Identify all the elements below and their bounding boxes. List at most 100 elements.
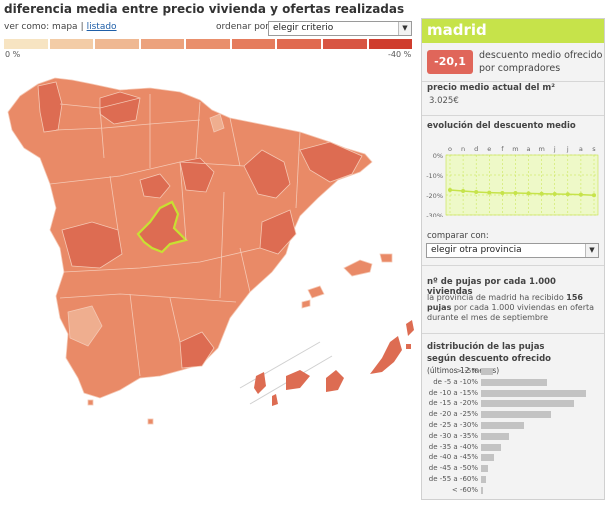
chart-y-tick: -10% xyxy=(426,172,443,180)
province-border xyxy=(129,293,141,377)
province-detail-panel: madrid -20,1 % descuento medio ofrecido … xyxy=(421,18,605,500)
province-border xyxy=(239,247,251,293)
province-border xyxy=(179,161,187,241)
chart-x-tick: j xyxy=(566,145,569,153)
distribution-bar xyxy=(481,486,483,494)
evolution-chart: 0%-10%-20%-30%o n d e f m a m j j a s xyxy=(426,145,599,217)
province-border xyxy=(169,297,181,343)
canary-inset-divider xyxy=(239,341,321,389)
view-separator: | xyxy=(80,22,84,32)
distribution-bar xyxy=(481,368,493,375)
distribution-row-label: de -15 a -20% xyxy=(428,399,478,408)
spain-provinces-map[interactable] xyxy=(0,58,418,500)
distribution-sublabel: (últimos 12 meses) xyxy=(427,366,500,375)
distribution-bar xyxy=(481,411,551,419)
province-border xyxy=(59,293,237,303)
chevron-down-icon[interactable]: ▼ xyxy=(398,22,411,35)
distribution-row: de -35 a -40% xyxy=(422,443,604,452)
distribution-row: de -45 a -50% xyxy=(422,464,604,473)
scale-swatch xyxy=(186,39,230,49)
province-border xyxy=(49,161,245,185)
scale-swatch xyxy=(49,39,94,49)
distribution-row: de -30 a -35% xyxy=(422,432,604,441)
distribution-label: distribución de las pujas según descuent… xyxy=(427,342,552,375)
chart-point xyxy=(487,190,492,195)
province-huelva[interactable] xyxy=(67,305,103,347)
chevron-down-icon[interactable]: ▼ xyxy=(585,244,598,257)
province-border xyxy=(55,119,201,131)
divider xyxy=(422,81,604,82)
scale-swatch xyxy=(95,39,139,49)
province-guipuzcoa[interactable] xyxy=(209,113,225,133)
province-caceres[interactable] xyxy=(61,221,123,269)
province-borders xyxy=(49,94,301,377)
distribution-row-label: de -20 a -25% xyxy=(428,410,478,419)
chart-y-tick: 0% xyxy=(433,152,443,160)
province-leon[interactable] xyxy=(99,91,141,125)
chart-y-tick: -30% xyxy=(426,212,443,217)
order-label: ordenar por: xyxy=(216,22,272,32)
scale-swatch xyxy=(231,39,276,49)
chart-point xyxy=(539,191,544,196)
compare-select[interactable]: elegir otra provincia ▼ xyxy=(426,243,599,258)
view-label: ver como: mapa | listado xyxy=(4,22,117,32)
province-madrid[interactable] xyxy=(136,200,189,254)
order-select[interactable]: elegir criterio ▼ xyxy=(268,21,412,36)
chart-x-tick: j xyxy=(553,145,556,153)
province-cataluna[interactable] xyxy=(299,141,363,183)
scale-swatch xyxy=(4,39,48,49)
chart-point xyxy=(500,191,505,195)
province-name: madrid xyxy=(427,21,487,39)
ceuta-melilla[interactable] xyxy=(87,399,154,425)
distribution-bar xyxy=(481,465,488,473)
chart-x-tick: e xyxy=(487,145,491,153)
distribution-row: de -10 a -15% xyxy=(422,389,604,398)
distribution-bar xyxy=(481,422,524,429)
chart-x-tick: f xyxy=(501,145,504,153)
province-border xyxy=(295,131,301,209)
province-zaragoza[interactable] xyxy=(243,149,291,199)
distribution-row: > -5% xyxy=(422,367,604,376)
distribution-row: de -55 a -60% xyxy=(422,475,604,484)
distribution-bar xyxy=(481,443,501,451)
distribution-row-label: > -5% xyxy=(456,367,478,375)
chart-plot-area xyxy=(445,154,599,216)
order-select-value: elegir criterio xyxy=(273,23,334,33)
province-border xyxy=(109,175,119,231)
price-value: 3.025€ xyxy=(429,96,459,106)
province-almeria[interactable] xyxy=(179,331,215,369)
chart-y-tick: -20% xyxy=(426,192,443,200)
balearic-islands[interactable] xyxy=(301,253,393,309)
list-view-link[interactable]: listado xyxy=(86,22,117,32)
divider xyxy=(422,115,604,116)
distribution-row: de -5 a -10% xyxy=(422,378,604,387)
canary-islands[interactable] xyxy=(254,320,414,406)
province-border xyxy=(63,247,261,273)
distribution-row-label: < -60% xyxy=(451,485,478,494)
province-castellon[interactable] xyxy=(259,209,297,255)
scale-min-label: 0 % xyxy=(5,50,21,59)
chart-point xyxy=(578,192,583,197)
bids-value: 156 pujas xyxy=(427,293,583,312)
chart-x-tick: n xyxy=(461,145,465,153)
divider xyxy=(422,333,604,334)
discount-badge: -20,1 % xyxy=(427,50,473,92)
compare-select-value: elegir otra provincia xyxy=(431,245,522,255)
distribution-row-label: de -35 a -40% xyxy=(428,442,478,451)
distribution-bar xyxy=(481,378,547,386)
province-title-bar: madrid xyxy=(422,19,604,43)
chart-point xyxy=(565,192,570,197)
distribution-row: de -25 a -30% xyxy=(422,421,604,430)
province-segovia[interactable] xyxy=(139,173,171,199)
distribution-row-label: de -30 a -35% xyxy=(428,431,478,440)
distribution-row: de -15 a -20% xyxy=(422,399,604,408)
distribution-row-label: de -25 a -30% xyxy=(428,421,478,429)
chart-point xyxy=(474,190,479,194)
province-soria[interactable] xyxy=(179,157,215,193)
chart-x-tick: m xyxy=(512,145,518,153)
mainland-provinces[interactable] xyxy=(7,77,373,399)
evolution-label: evolución del descuento medio xyxy=(427,121,576,131)
divider xyxy=(422,265,604,266)
province-border xyxy=(99,107,105,159)
distribution-row-label: de -10 a -15% xyxy=(428,388,478,397)
